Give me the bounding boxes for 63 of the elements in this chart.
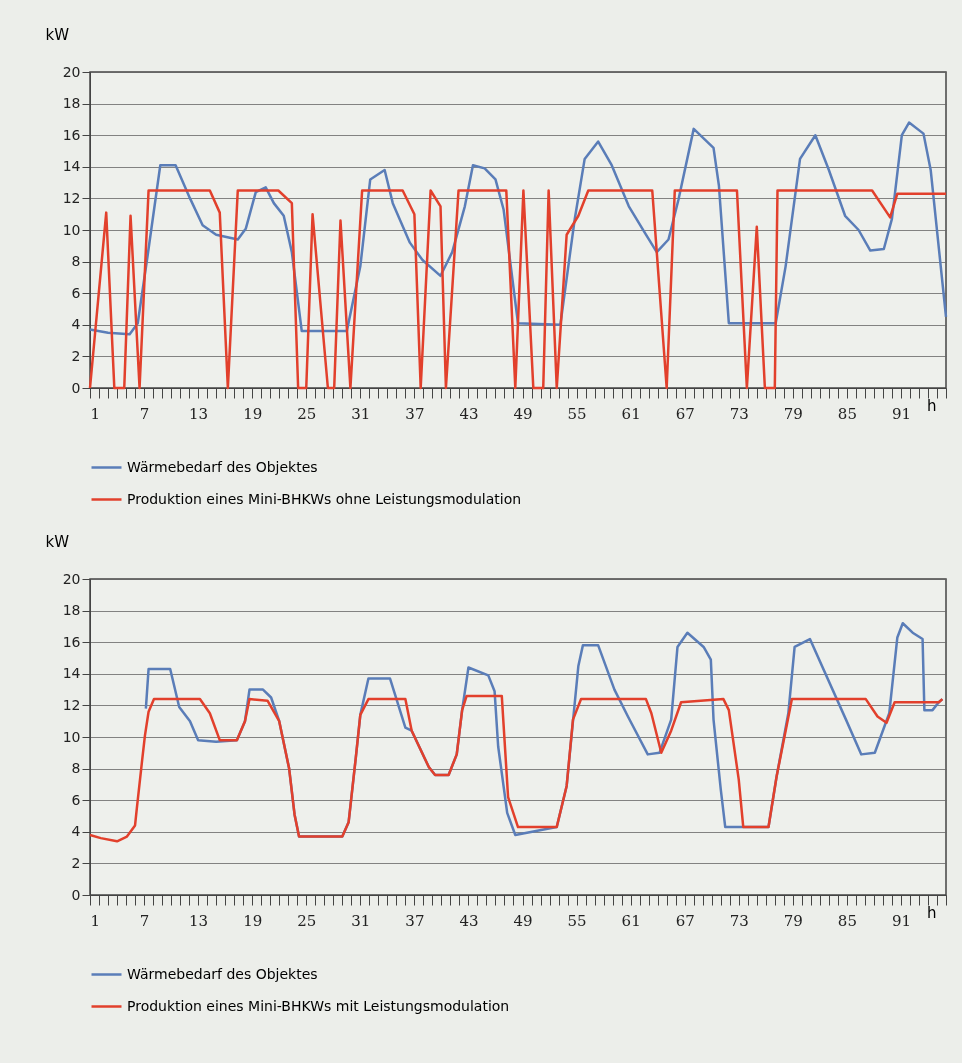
y-tick-label: 16 [62, 126, 81, 143]
x-tick-label: 73 [729, 911, 749, 930]
x-tick-label: 67 [675, 404, 695, 423]
y-tick-label: 2 [71, 347, 81, 364]
legend-label: Wärmebedarf des Objektes [127, 458, 318, 475]
x-axis-title: h [926, 396, 937, 415]
legend-label: Produktion eines Mini-BHKWs mit Leistungsmodulation [127, 997, 510, 1014]
x-tick-label: 79 [783, 404, 803, 423]
x-tick-label: 79 [783, 911, 803, 930]
y-axis-title: kW [45, 25, 70, 44]
y-tick-label: 4 [71, 823, 81, 840]
y-tick-label: 16 [62, 633, 81, 650]
x-tick-label: 85 [837, 404, 857, 423]
x-tick-label: 1 [90, 404, 101, 423]
x-tick-label: 43 [459, 404, 479, 423]
x-tick-label: 61 [621, 911, 641, 930]
y-tick-label: 0 [71, 886, 81, 903]
x-tick-label: 31 [351, 404, 371, 423]
x-tick-label: 37 [405, 404, 425, 423]
x-tick-label: 85 [837, 911, 857, 930]
x-tick-label: 49 [513, 404, 533, 423]
x-tick-label: 7 [139, 404, 150, 423]
x-tick-label: 55 [567, 404, 587, 423]
x-tick-label: 7 [139, 911, 150, 930]
y-tick-label: 8 [71, 760, 81, 777]
y-tick-label: 8 [71, 253, 81, 270]
y-tick-label: 20 [62, 63, 81, 80]
y-tick-label: 10 [62, 221, 81, 238]
x-tick-label: 55 [567, 911, 587, 930]
y-tick-label: 14 [62, 158, 81, 175]
x-tick-label: 25 [297, 404, 317, 423]
x-tick-label: 49 [513, 911, 533, 930]
y-tick-label: 6 [71, 284, 81, 301]
y-tick-label: 2 [71, 854, 81, 871]
y-tick-label: 0 [71, 379, 81, 396]
x-tick-label: 19 [243, 911, 263, 930]
x-tick-label: 25 [297, 911, 317, 930]
x-tick-label: 91 [891, 911, 911, 930]
x-tick-label: 1 [90, 911, 101, 930]
x-tick-label: 61 [621, 404, 641, 423]
x-tick-label: 91 [891, 404, 911, 423]
legend-label: Wärmebedarf des Objektes [127, 965, 318, 982]
legend-label: Produktion eines Mini-BHKWs ohne Leistungsmodulation [127, 490, 522, 507]
y-axis-title: kW [45, 532, 70, 551]
y-tick-label: 18 [62, 95, 81, 112]
x-tick-label: 19 [243, 404, 263, 423]
x-axis-title: h [926, 903, 937, 922]
y-tick-label: 18 [62, 602, 81, 619]
y-tick-label: 10 [62, 728, 81, 745]
x-tick-label: 43 [459, 911, 479, 930]
y-tick-label: 12 [62, 189, 81, 206]
line-series [88, 694, 944, 843]
x-tick-label: 73 [729, 404, 749, 423]
x-tick-label: 31 [351, 911, 371, 930]
y-tick-label: 14 [62, 665, 81, 682]
x-tick-label: 37 [405, 911, 425, 930]
x-tick-label: 13 [189, 911, 209, 930]
y-tick-label: 4 [71, 316, 81, 333]
y-tick-label: 20 [62, 570, 81, 587]
x-tick-label: 13 [189, 404, 209, 423]
y-tick-label: 6 [71, 791, 81, 808]
y-tick-label: 12 [62, 696, 81, 713]
x-tick-label: 67 [675, 911, 695, 930]
